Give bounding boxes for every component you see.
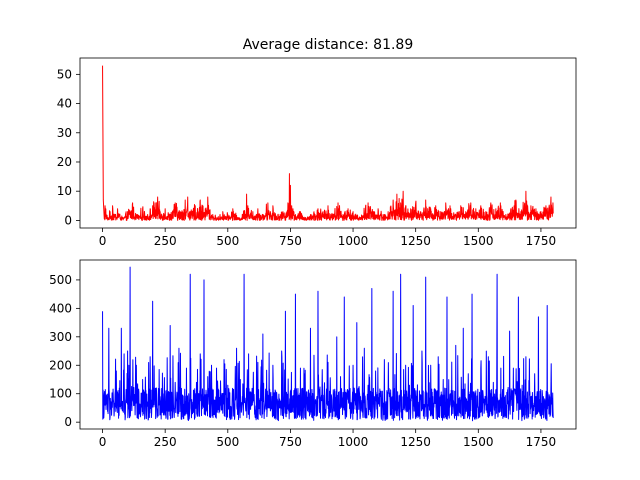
x-tick-label: 250 [154, 234, 177, 248]
x-tick-label: 1000 [338, 234, 369, 248]
y-tick-label: 500 [49, 273, 72, 287]
y-tick-label: 0 [64, 213, 72, 227]
top-plot: 0 250 500 750 1000 1250 1500 1750 0 10 20 30 40 50 [57, 57, 577, 248]
x-tick-label: 1750 [526, 435, 557, 449]
x-tick-label: 0 [99, 234, 107, 248]
x-tick-label: 1500 [463, 234, 494, 248]
x-tick-label: 500 [216, 435, 239, 449]
y-tick-label: 300 [49, 330, 72, 344]
x-tick-label: 500 [216, 234, 239, 248]
y-tick-label: 50 [57, 67, 72, 81]
x-tick-label: 0 [99, 435, 107, 449]
x-tick-label: 1250 [400, 435, 431, 449]
x-tick-label: 750 [279, 234, 302, 248]
x-tick-label: 250 [154, 435, 177, 449]
y-tick-label: 30 [57, 126, 72, 140]
axes-frame [79, 57, 577, 229]
x-tick-label: 1000 [338, 435, 369, 449]
y-tick-label: 400 [49, 301, 72, 315]
y-tick-label: 40 [57, 97, 72, 111]
y-tick-label: 0 [64, 415, 72, 429]
series-line [102, 266, 554, 422]
chart-title: Average distance: 81.89 [243, 37, 414, 53]
y-tick-label: 20 [57, 155, 72, 169]
y-tick-label: 200 [49, 358, 72, 372]
series-line [102, 65, 554, 221]
axes-frame [79, 259, 577, 430]
bottom-plot: 0 250 500 750 1000 1250 1500 1750 0 100 200 300 400 5… [49, 259, 577, 449]
x-tick-label: 1500 [463, 435, 494, 449]
x-tick-label: 750 [279, 435, 302, 449]
y-tick-label: 10 [57, 184, 72, 198]
y-tick-label: 100 [49, 387, 72, 401]
x-tick-label: 1250 [400, 234, 431, 248]
x-tick-label: 1750 [526, 234, 557, 248]
